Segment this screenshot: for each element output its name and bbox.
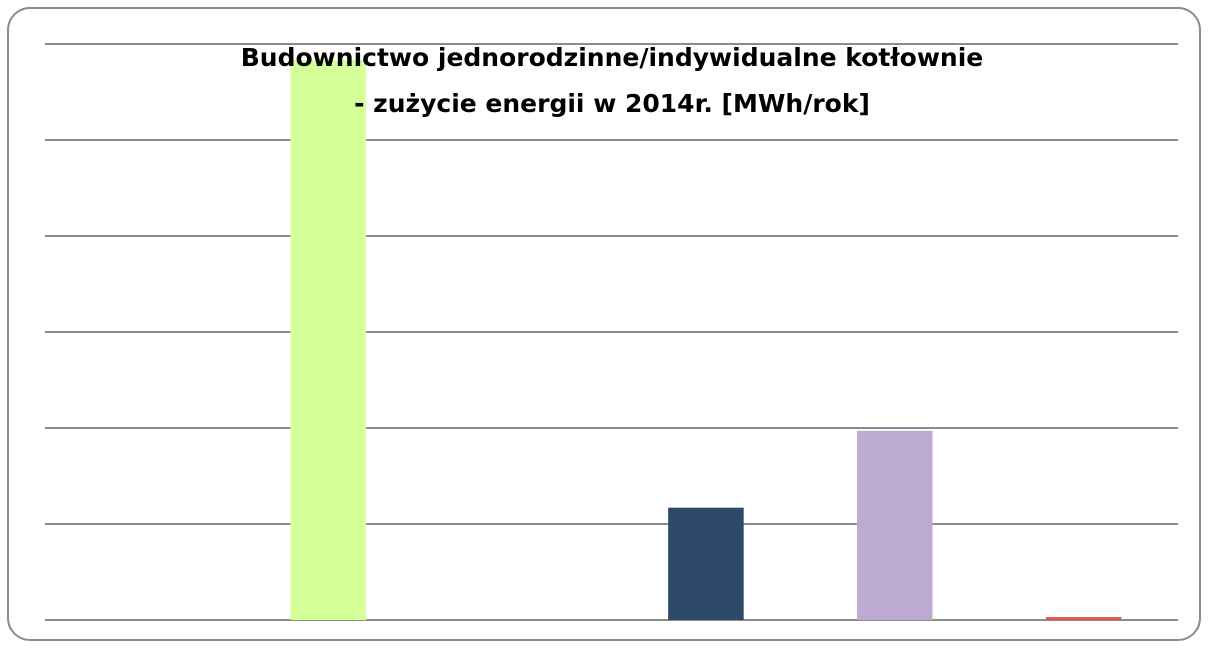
bar: [856, 430, 933, 620]
bars: [290, 60, 1122, 620]
chart-title: Budownictwo jednorodzinne/indywidualne k…: [241, 43, 984, 72]
bar: [1045, 617, 1122, 620]
bar: [668, 507, 744, 620]
grid: [45, 43, 1178, 621]
bar: [290, 60, 367, 620]
chart-title: - zużycie energii w 2014r. [MWh/rok]: [354, 89, 870, 118]
